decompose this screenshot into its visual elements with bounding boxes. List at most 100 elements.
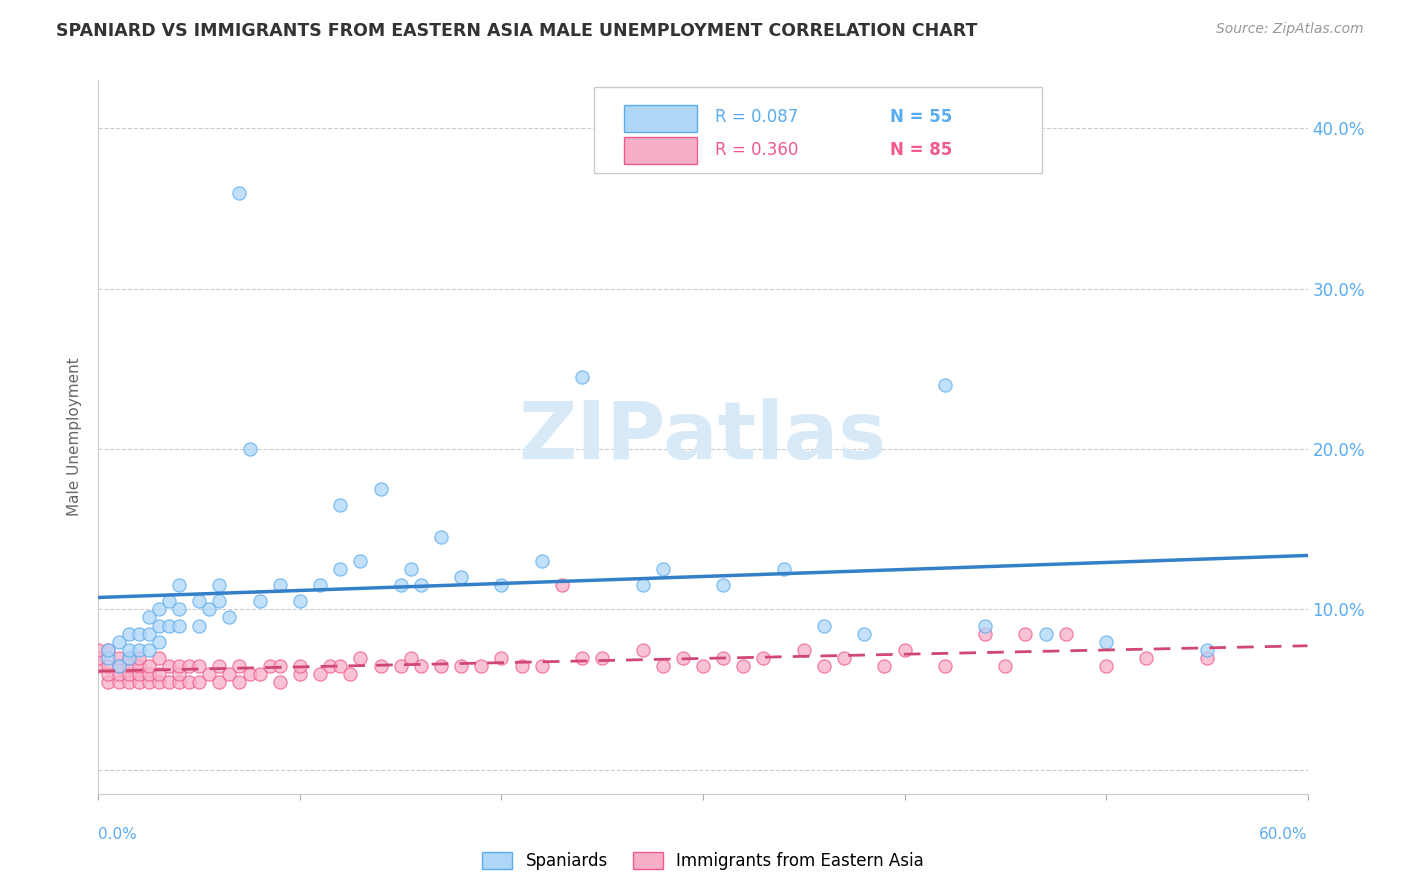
Point bbox=[571, 650, 593, 665]
Point bbox=[157, 658, 180, 673]
Point bbox=[651, 658, 673, 673]
Point bbox=[208, 658, 231, 673]
Point bbox=[148, 602, 170, 616]
Legend: Spaniards, Immigrants from Eastern Asia: Spaniards, Immigrants from Eastern Asia bbox=[477, 847, 929, 875]
Point bbox=[148, 650, 170, 665]
Point bbox=[179, 674, 201, 689]
Point bbox=[733, 658, 755, 673]
Point bbox=[853, 626, 876, 640]
Point bbox=[974, 626, 997, 640]
Point bbox=[128, 626, 150, 640]
Point bbox=[288, 594, 311, 608]
Point bbox=[208, 594, 231, 608]
Point bbox=[208, 674, 231, 689]
Point bbox=[97, 642, 120, 657]
Point bbox=[832, 650, 855, 665]
Point bbox=[218, 666, 240, 681]
Point bbox=[793, 642, 815, 657]
Point bbox=[430, 530, 453, 544]
FancyBboxPatch shape bbox=[624, 137, 697, 164]
Point bbox=[349, 554, 371, 568]
Point bbox=[370, 482, 392, 496]
Point bbox=[97, 674, 120, 689]
Point bbox=[491, 650, 513, 665]
Point bbox=[994, 658, 1017, 673]
Point bbox=[138, 626, 160, 640]
Point bbox=[530, 658, 553, 673]
Point bbox=[249, 594, 271, 608]
Point bbox=[1095, 634, 1118, 648]
Text: N = 85: N = 85 bbox=[890, 141, 953, 159]
Point bbox=[752, 650, 775, 665]
Point bbox=[107, 650, 129, 665]
Point bbox=[157, 674, 180, 689]
Point bbox=[631, 642, 654, 657]
Point bbox=[107, 658, 129, 673]
Point bbox=[1095, 658, 1118, 673]
Point bbox=[470, 658, 492, 673]
Point bbox=[107, 674, 129, 689]
Point bbox=[128, 642, 150, 657]
Point bbox=[510, 658, 533, 673]
Point bbox=[167, 618, 190, 632]
Point bbox=[118, 650, 141, 665]
Point bbox=[239, 442, 262, 456]
Point bbox=[269, 658, 291, 673]
Point bbox=[188, 594, 211, 608]
Point bbox=[329, 498, 352, 512]
Point bbox=[179, 658, 201, 673]
Point bbox=[934, 658, 956, 673]
Point bbox=[198, 602, 221, 616]
Point bbox=[118, 658, 141, 673]
Point bbox=[118, 666, 141, 681]
Point bbox=[329, 658, 352, 673]
Point bbox=[128, 674, 150, 689]
Point bbox=[711, 578, 734, 592]
Point bbox=[128, 650, 150, 665]
Point bbox=[208, 578, 231, 592]
Point bbox=[349, 650, 371, 665]
FancyBboxPatch shape bbox=[624, 104, 697, 132]
Point bbox=[107, 658, 129, 673]
Point bbox=[319, 658, 342, 673]
Point bbox=[138, 610, 160, 624]
Point bbox=[167, 674, 190, 689]
Point bbox=[97, 650, 120, 665]
Point bbox=[399, 650, 422, 665]
Point bbox=[138, 658, 160, 673]
Point bbox=[288, 658, 311, 673]
Point bbox=[118, 642, 141, 657]
Point bbox=[329, 562, 352, 576]
Point bbox=[118, 650, 141, 665]
Point bbox=[167, 658, 190, 673]
Point bbox=[711, 650, 734, 665]
Point bbox=[491, 578, 513, 592]
Point bbox=[188, 618, 211, 632]
Point bbox=[87, 658, 110, 673]
Point bbox=[128, 658, 150, 673]
Point bbox=[148, 634, 170, 648]
Point bbox=[370, 658, 392, 673]
Point bbox=[269, 674, 291, 689]
Point bbox=[1195, 650, 1218, 665]
Point bbox=[97, 666, 120, 681]
Y-axis label: Male Unemployment: Male Unemployment bbox=[67, 358, 83, 516]
Point bbox=[409, 578, 432, 592]
Point bbox=[228, 674, 250, 689]
Point bbox=[239, 666, 262, 681]
Point bbox=[530, 554, 553, 568]
Point bbox=[813, 618, 835, 632]
Point bbox=[107, 634, 129, 648]
Text: Source: ZipAtlas.com: Source: ZipAtlas.com bbox=[1216, 22, 1364, 37]
Point bbox=[259, 658, 281, 673]
Point bbox=[651, 562, 673, 576]
Point bbox=[389, 658, 412, 673]
Point bbox=[1014, 626, 1036, 640]
Point bbox=[1135, 650, 1157, 665]
Point bbox=[138, 666, 160, 681]
Point bbox=[591, 650, 613, 665]
Text: SPANIARD VS IMMIGRANTS FROM EASTERN ASIA MALE UNEMPLOYMENT CORRELATION CHART: SPANIARD VS IMMIGRANTS FROM EASTERN ASIA… bbox=[56, 22, 977, 40]
Point bbox=[167, 602, 190, 616]
Point bbox=[157, 618, 180, 632]
Point bbox=[672, 650, 695, 665]
